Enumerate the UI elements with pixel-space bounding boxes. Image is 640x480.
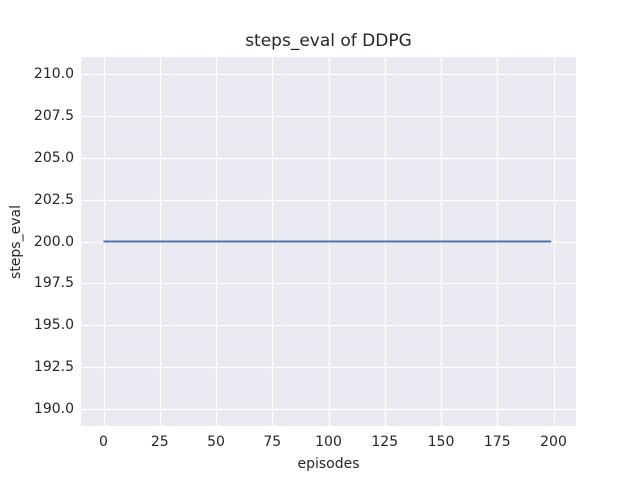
y-tick-label: 195.0 — [33, 317, 74, 334]
x-axis-label: episodes — [297, 456, 360, 472]
plot-area — [81, 57, 576, 426]
x-tick-label: 75 — [263, 434, 282, 450]
x-tick-label: 125 — [371, 434, 399, 450]
chart-title: steps_eval of DDPG — [245, 31, 412, 51]
y-tick-label: 210.0 — [33, 65, 74, 82]
x-tick-label: 0 — [99, 434, 108, 450]
x-tick-label: 50 — [207, 434, 225, 450]
y-tick-label: 197.5 — [33, 275, 74, 292]
plot-svg — [81, 57, 576, 426]
y-axis-label: steps_eval — [8, 205, 24, 279]
x-tick-label: 200 — [540, 434, 567, 450]
y-tick-label: 192.5 — [33, 359, 74, 376]
y-tick-label: 190.0 — [33, 401, 74, 418]
x-tick-label: 175 — [483, 434, 511, 450]
x-tick-label: 100 — [315, 434, 342, 450]
y-tick-label: 202.5 — [33, 191, 74, 208]
y-tick-label: 205.0 — [33, 149, 74, 166]
y-tick-label: 207.5 — [33, 107, 74, 124]
x-tick-label: 150 — [427, 434, 455, 450]
x-tick-label: 25 — [150, 434, 169, 450]
y-tick-label: 200.0 — [33, 233, 74, 250]
